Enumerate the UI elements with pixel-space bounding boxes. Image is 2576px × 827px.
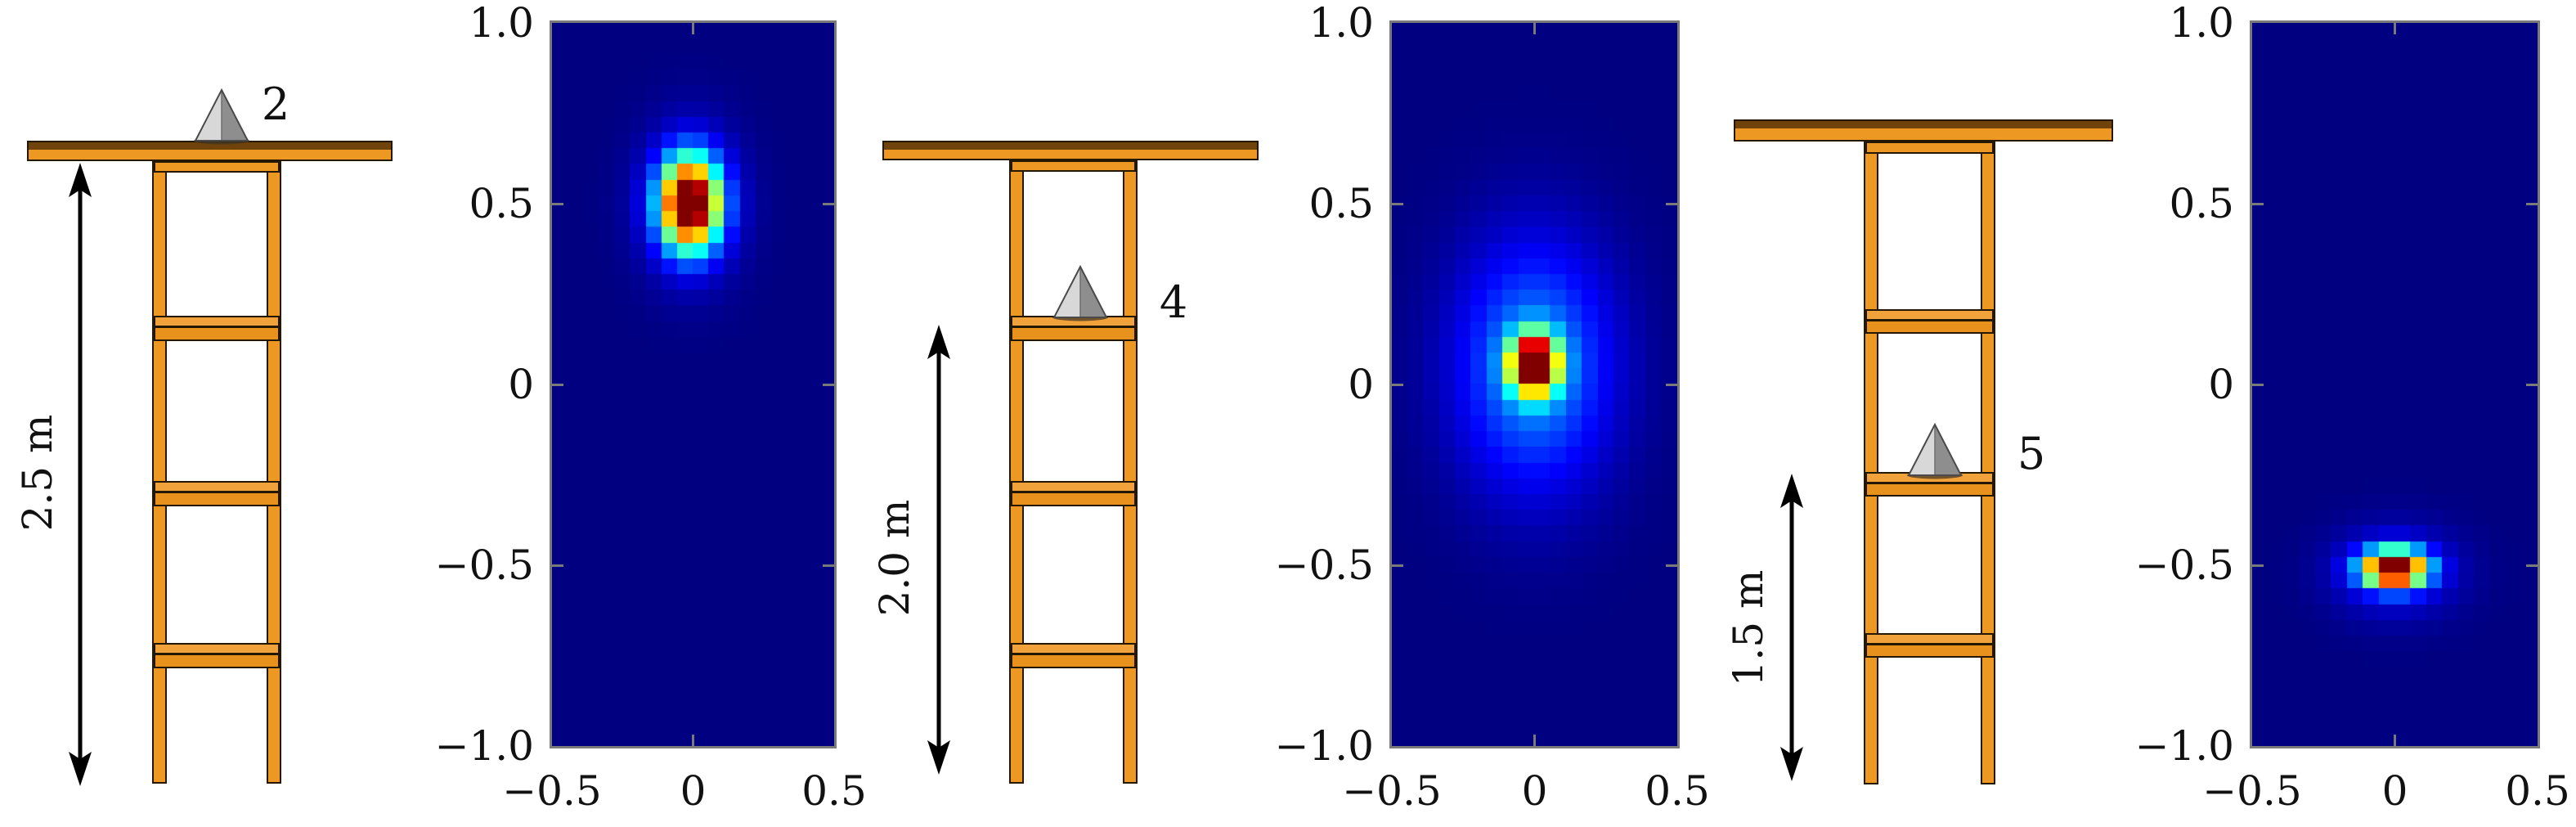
x-tick-label: 0.5 [1645, 767, 1710, 815]
y-tick-mark [2252, 383, 2264, 386]
cone3-label: 5 [2017, 428, 2046, 479]
y-tick-label: 1.0 [1308, 0, 1374, 47]
y-tick-mark [1392, 202, 1403, 205]
ladder2-rung-top [1011, 160, 1136, 172]
ladder1-rung-1 [154, 316, 280, 341]
x-tick-label: 0 [2381, 767, 2408, 815]
heatmap-panel-3: 1.0 0.5 0 −0.5 −1.0 −0.5 0 0.5 [2135, 0, 2570, 815]
ladder1-rung-2 [154, 481, 280, 506]
x-tick-mark [2394, 23, 2396, 34]
ladder1-rung-top [154, 161, 280, 173]
double-arrow-icon [927, 325, 950, 775]
heatmap-panel-1: 1.0 0.5 0 −0.5 −1.0 −0.5 0 0.5 [435, 0, 867, 815]
heatmap3-canvas [2252, 23, 2538, 746]
double-arrow-icon [1780, 474, 1803, 781]
x-tick-mark [692, 735, 694, 746]
ladder1-rung-3 [154, 643, 280, 668]
x-tick-label: 0.5 [801, 767, 867, 815]
y-tick-label: −1.0 [434, 722, 534, 770]
ladder2-right-rail [1123, 160, 1138, 784]
height-label-1: 2.5 m [14, 414, 61, 532]
ladder3-platform [1734, 119, 2113, 142]
cone1-label: 2 [261, 79, 290, 130]
x-tick-mark [2394, 735, 2396, 746]
y-tick-label: 0.5 [1308, 180, 1374, 227]
x-tick-label: 0.5 [2505, 767, 2570, 815]
y-tick-mark [1392, 383, 1403, 386]
ladder2-platform [882, 141, 1259, 160]
y-tick-label: −1.0 [1274, 722, 1374, 770]
x-tick-label: −0.5 [502, 767, 602, 815]
ladder3-rung-top [1865, 142, 1994, 154]
x-tick-mark [1533, 23, 1536, 34]
double-arrow-icon [69, 163, 92, 786]
y-tick-label: −0.5 [2134, 542, 2234, 589]
y-tick-label: 0 [508, 361, 534, 408]
x-tick-label: −0.5 [1342, 767, 1442, 815]
cone-marker-2 [1048, 264, 1113, 324]
dimension-arrow-1 [65, 162, 95, 787]
y-tick-mark [552, 383, 563, 386]
y-tick-mark [1666, 202, 1677, 205]
heatmap2-canvas [1392, 23, 1677, 746]
y-tick-label: 0.5 [2169, 180, 2234, 227]
y-tick-mark [2526, 564, 2538, 567]
ladder2-left-rail [1009, 160, 1024, 784]
y-tick-label: −0.5 [434, 542, 534, 589]
y-tick-label: 0.5 [469, 180, 534, 227]
heatmap-panel-2: 1.0 0.5 0 −0.5 −1.0 −0.5 0 0.5 [1275, 0, 1710, 815]
y-tick-label: −1.0 [2134, 722, 2234, 770]
y-tick-mark [552, 202, 563, 205]
ladder3-right-rail [1981, 142, 1995, 784]
y-tick-label: 0 [2208, 361, 2234, 408]
y-tick-mark [2526, 383, 2538, 386]
y-tick-mark [2252, 202, 2264, 205]
y-tick-label: 1.0 [469, 0, 534, 47]
cone-marker-3 [1901, 422, 1968, 482]
heatmap1-canvas [552, 23, 834, 746]
y-tick-mark [1666, 383, 1677, 386]
y-tick-label: −0.5 [1274, 542, 1374, 589]
ladder3-rung-3 [1865, 633, 1994, 658]
ladder3-rung-1 [1865, 309, 1994, 334]
ladder3-left-rail [1864, 142, 1878, 784]
cone-marker-1 [189, 88, 254, 147]
ladder1-left-rail [152, 161, 167, 784]
y-tick-mark [2252, 564, 2264, 567]
ladder2-rung-2 [1011, 481, 1136, 506]
ladder1-right-rail [267, 161, 281, 784]
cone2-label: 4 [1159, 276, 1188, 328]
y-tick-mark [1666, 564, 1677, 567]
cone-icon [194, 88, 249, 145]
dimension-arrow-2 [924, 324, 954, 775]
y-tick-mark [823, 564, 834, 567]
y-tick-mark [1392, 564, 1403, 567]
height-label-3: 1.5 m [1725, 569, 1772, 687]
x-tick-label: 0 [680, 767, 707, 815]
ladder2-rung-3 [1011, 643, 1136, 668]
y-tick-mark [823, 202, 834, 205]
cone-icon [1052, 264, 1108, 321]
x-tick-label: 0 [1521, 767, 1548, 815]
height-label-2: 2.0 m [871, 499, 918, 617]
y-tick-label: 1.0 [2169, 0, 2234, 47]
dimension-arrow-3 [1777, 473, 1806, 782]
y-tick-mark [823, 383, 834, 386]
y-tick-mark [552, 564, 563, 567]
x-tick-label: −0.5 [2202, 767, 2302, 815]
x-tick-mark [692, 23, 694, 34]
y-tick-label: 0 [1348, 361, 1374, 408]
cone-icon [1907, 422, 1963, 479]
y-tick-mark [2526, 202, 2538, 205]
x-tick-mark [1533, 735, 1536, 746]
